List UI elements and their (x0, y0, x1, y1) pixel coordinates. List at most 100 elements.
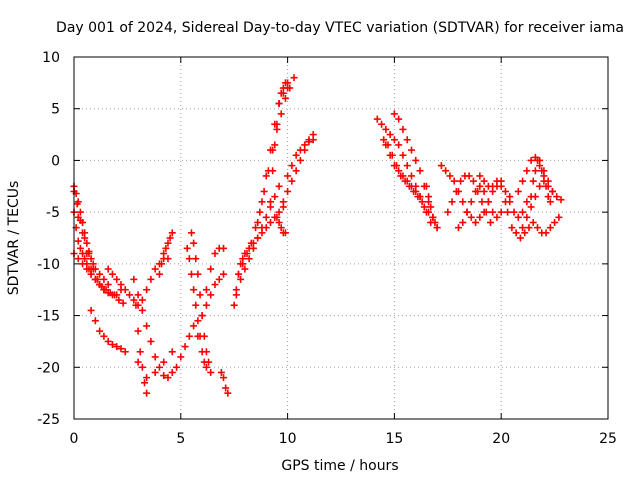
data-point (126, 291, 134, 299)
data-point (437, 162, 445, 170)
data-point (267, 198, 275, 206)
data-point (459, 218, 467, 226)
y-tick-label: 5 (51, 102, 60, 118)
data-point (143, 389, 151, 397)
data-point (220, 374, 228, 382)
data-point (211, 250, 219, 258)
data-point (395, 141, 403, 149)
data-point (100, 286, 108, 294)
data-point (395, 115, 403, 123)
data-point (382, 125, 390, 133)
x-tick-label: 5 (176, 431, 185, 447)
series-track-g (104, 255, 172, 309)
data-point (81, 255, 89, 263)
data-point (134, 327, 142, 335)
data-point (79, 260, 87, 268)
data-point (162, 244, 170, 252)
data-point (232, 291, 240, 299)
data-point (309, 136, 317, 144)
series-track-h (130, 275, 151, 397)
series-track-ai (514, 153, 565, 204)
data-point (237, 275, 245, 283)
data-point (501, 187, 509, 195)
data-point (519, 208, 527, 216)
data-point (117, 281, 125, 289)
series-track-f (87, 306, 129, 356)
data-point (529, 218, 537, 226)
data-point (252, 224, 260, 232)
data-point (521, 229, 529, 237)
data-point (271, 193, 279, 201)
data-point (403, 177, 411, 185)
data-point (546, 224, 554, 232)
series-track-t (254, 84, 292, 226)
data-point (454, 224, 462, 232)
data-point (531, 167, 539, 175)
data-point (275, 100, 283, 108)
data-point (557, 196, 565, 204)
data-points (70, 74, 565, 397)
data-point (527, 203, 535, 211)
y-tick-label: -10 (37, 257, 60, 273)
data-point (194, 332, 202, 340)
data-point (185, 255, 193, 263)
data-point (469, 177, 477, 185)
data-point (207, 265, 215, 273)
data-point (279, 198, 287, 206)
data-point (271, 141, 279, 149)
data-point (104, 337, 112, 345)
data-point (83, 265, 91, 273)
data-point (155, 270, 163, 278)
data-point (281, 94, 289, 102)
data-point (519, 224, 527, 232)
data-point (493, 213, 501, 221)
data-point (553, 193, 561, 201)
series-track-ag (476, 172, 535, 221)
data-point (81, 234, 89, 242)
data-point (168, 229, 176, 237)
data-point (192, 255, 200, 263)
data-point (134, 291, 142, 299)
data-point (446, 172, 454, 180)
data-point (301, 146, 309, 154)
data-point (497, 182, 505, 190)
data-point (205, 358, 213, 366)
x-tick-label: 10 (279, 431, 297, 447)
data-point (160, 358, 168, 366)
data-point (487, 218, 495, 226)
data-point (450, 177, 458, 185)
series-track-o (202, 270, 228, 309)
data-point (96, 270, 104, 278)
data-point (254, 218, 262, 226)
data-point (202, 348, 210, 356)
series-track-m (187, 229, 215, 376)
data-point (429, 213, 437, 221)
data-point (510, 208, 518, 216)
data-point (508, 224, 516, 232)
data-point (132, 301, 140, 309)
data-point (452, 187, 460, 195)
data-point (73, 200, 81, 208)
data-point (121, 348, 129, 356)
data-point (76, 244, 84, 252)
x-axis-label: GPS time / hours (281, 458, 398, 474)
x-tick-label: 20 (492, 431, 510, 447)
data-point (220, 270, 228, 278)
series-track-e (70, 250, 108, 294)
data-point (74, 213, 82, 221)
data-point (482, 208, 490, 216)
data-point (160, 372, 168, 380)
data-point (243, 250, 251, 258)
data-point (531, 193, 539, 201)
data-point (140, 379, 148, 387)
data-point (190, 286, 198, 294)
data-point (158, 260, 166, 268)
data-point (523, 198, 531, 206)
data-point (91, 275, 99, 283)
data-point (480, 177, 488, 185)
data-point (147, 275, 155, 283)
data-point (194, 270, 202, 278)
chart-title: Day 001 of 2024, Sidereal Day-to-day VTE… (56, 20, 624, 36)
data-point (476, 172, 484, 180)
data-point (279, 84, 287, 92)
